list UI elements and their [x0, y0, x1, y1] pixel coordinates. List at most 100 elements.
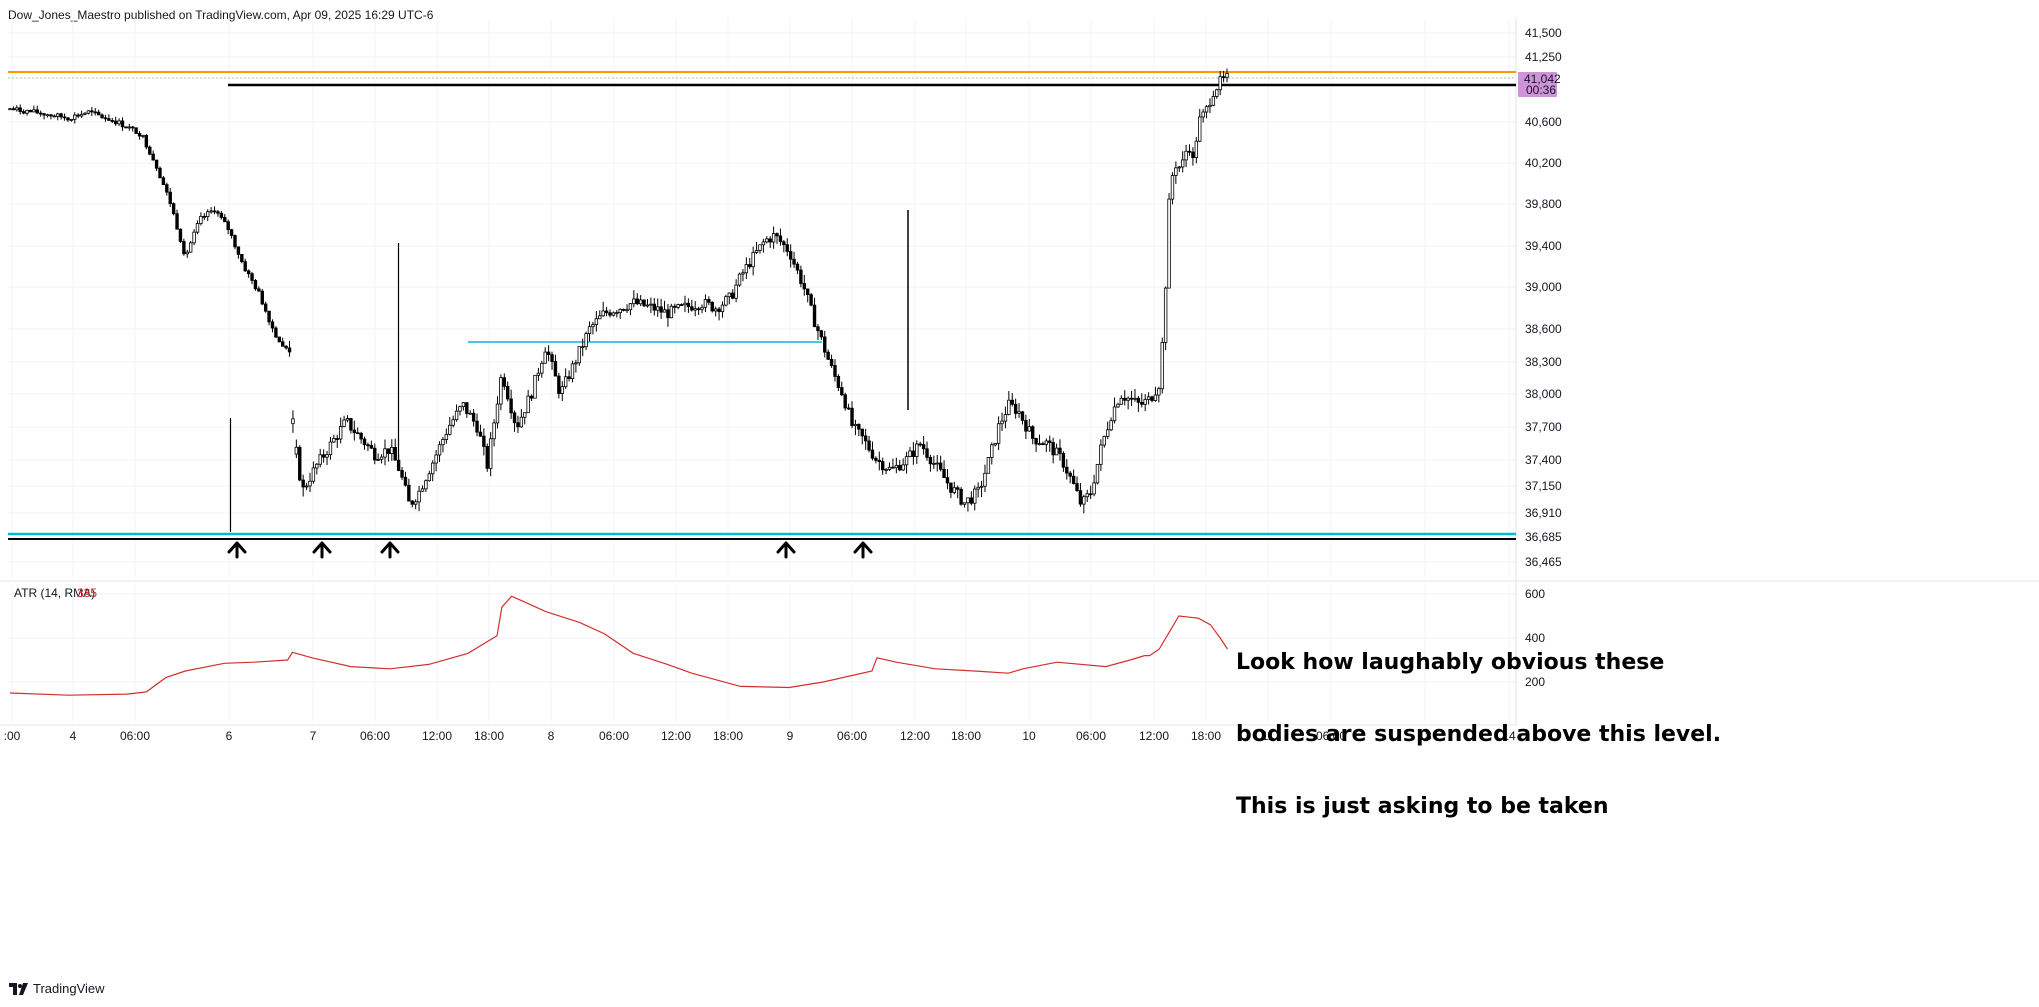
candle-body: [325, 454, 329, 458]
candle-body: [291, 418, 295, 425]
price-axis[interactable]: 41,500 41,250 40,600 40,200 39,800 39,400 39,0…: [1525, 26, 1562, 569]
candle-body: [727, 292, 731, 298]
candle-body: [444, 433, 449, 440]
price-tick-label: 36,910: [1525, 506, 1562, 520]
candle-body: [863, 435, 868, 442]
candle-body: [628, 303, 633, 311]
time-tick-label: 7: [310, 729, 317, 743]
candle-body: [1208, 104, 1212, 108]
price-tick-label: 39,400: [1525, 239, 1562, 253]
candle-body: [659, 306, 663, 313]
candle-body: [901, 464, 905, 471]
candle-body: [202, 215, 207, 218]
candle-body: [533, 374, 537, 399]
candle-body: [1034, 438, 1038, 445]
time-tick-label: :00: [4, 729, 21, 743]
candle-body: [720, 304, 725, 313]
candle-body: [1201, 111, 1205, 118]
candle-body: [298, 446, 302, 481]
atr-line: [9, 595, 1228, 696]
candle-body: [993, 442, 997, 446]
candle-body: [584, 333, 588, 348]
candle-body: [1071, 475, 1076, 484]
candle-body: [253, 280, 258, 290]
price-tick-label: 41,500: [1525, 26, 1562, 40]
time-tick-label: 4: [70, 729, 77, 743]
up-arrow-icon: [776, 541, 796, 559]
candle-body: [182, 241, 186, 255]
candle-body: [270, 321, 275, 329]
candle-body: [638, 299, 643, 305]
candle-body: [366, 444, 370, 447]
candle-body: [137, 133, 142, 137]
candle-body: [338, 426, 343, 440]
candle-body: [1044, 440, 1049, 445]
candle-body: [536, 372, 541, 376]
candle-body: [1157, 388, 1161, 396]
candle-body: [274, 327, 278, 338]
atr-legend-value: 335: [77, 586, 97, 600]
candle-body: [100, 114, 104, 119]
candle-body: [131, 126, 135, 129]
candle-body: [751, 252, 755, 268]
candle-body: [420, 488, 425, 492]
candle-body: [1194, 140, 1199, 158]
candle-body: [195, 223, 200, 233]
candle-body: [1184, 150, 1188, 161]
candle-body: [451, 419, 455, 426]
candle-body: [945, 477, 950, 484]
candle-body: [18, 107, 22, 112]
candle-body: [1082, 496, 1086, 505]
candle-body: [696, 308, 701, 311]
time-tick-label: 18:00: [1191, 729, 1221, 743]
candle-body: [826, 351, 830, 360]
candle-body: [635, 298, 639, 305]
candle-body: [1007, 399, 1011, 415]
time-axis[interactable]: :00 4 06:00 6 7 06:00 12:00 18:00 8 06:00 12:00 18:…: [4, 729, 1516, 743]
candle-body: [581, 346, 585, 349]
candle-body: [935, 462, 939, 465]
candle-body: [69, 118, 74, 121]
price-candles: [8, 68, 1229, 532]
time-tick-label: 6: [226, 729, 233, 743]
price-tick-label: 36,685: [1525, 530, 1562, 544]
candle-body: [161, 177, 166, 186]
candle-body: [1037, 443, 1042, 446]
time-tick-label: 06:00: [120, 729, 150, 743]
candle-body: [21, 111, 26, 114]
candle-body: [219, 212, 224, 218]
candle-body: [49, 114, 53, 117]
candle-body: [1211, 96, 1216, 106]
candle-body: [942, 468, 946, 478]
candle-body: [996, 423, 1001, 444]
candle-body: [117, 120, 121, 125]
candle-body: [103, 117, 108, 120]
candle-body: [1013, 403, 1018, 414]
candle-body: [448, 424, 452, 435]
candle-body: [1075, 483, 1079, 492]
candle-body: [713, 308, 718, 312]
candle-body: [867, 440, 871, 451]
candle-body: [921, 444, 926, 450]
candle-body: [1092, 482, 1096, 495]
candle-body: [1170, 175, 1175, 200]
candle-body: [563, 376, 568, 388]
candle-body: [928, 456, 933, 465]
atr-axis[interactable]: 600 400 200: [1525, 587, 1545, 689]
candle-body: [737, 273, 742, 286]
atr-legend-title: ATR (14, RMA): [14, 586, 95, 600]
candle-body: [1140, 401, 1144, 405]
candle-body: [1051, 442, 1055, 456]
candle-body: [802, 283, 806, 290]
candle-body: [540, 362, 544, 374]
candle-body: [246, 270, 251, 275]
candle-body: [263, 303, 268, 312]
candle-body: [1112, 406, 1117, 422]
price-tick-label: 39,800: [1525, 197, 1562, 211]
candle-body: [860, 428, 864, 437]
candle-body: [502, 377, 507, 387]
tradingview-brand[interactable]: TradingView: [9, 981, 105, 996]
candle-body: [516, 422, 520, 428]
candle-body: [277, 336, 282, 343]
